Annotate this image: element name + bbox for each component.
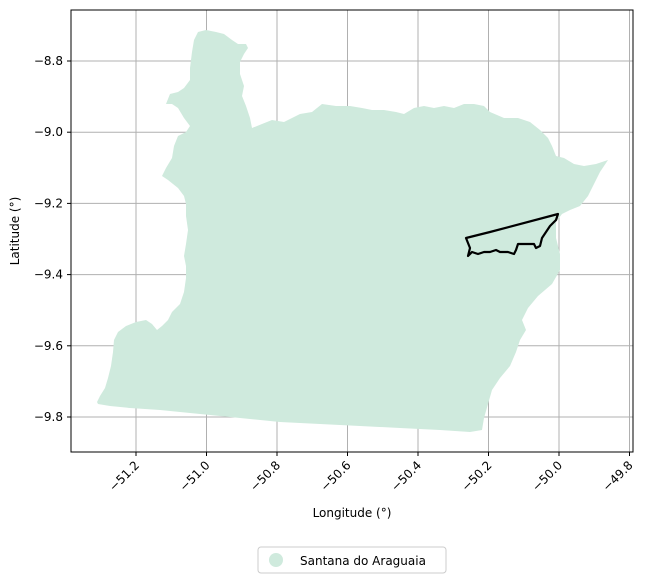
y-tick-label: −9.8 [34,410,63,424]
highlighted-boundary-outline [464,212,560,258]
x-tick-label: −50.8 [247,458,283,494]
x-tick-label: −51.0 [177,458,213,494]
legend: Santana do Araguaia [257,546,447,574]
legend-marker [269,553,283,567]
y-tick-label: −9.0 [34,125,63,139]
legend-label: Santana do Araguaia [300,554,426,568]
x-tick-label: −49.8 [600,458,636,494]
y-axis-ticks: −8.8 −9.0 −9.2 −9.4 −9.6 −9.8 [34,54,71,424]
axes-frame [70,9,634,453]
santana-do-araguaia-region [97,30,608,432]
y-axis-label: Latitude (°) [8,197,22,266]
y-tick-label: −8.8 [34,54,63,68]
x-tick-label: −50.0 [529,458,565,494]
x-tick-label: −50.4 [388,458,424,494]
y-tick-label: −9.6 [34,339,63,353]
x-axis-ticks: −51.2 −51.0 −50.8 −50.6 −50.4 −50.2 −50.0 −49.8 [106,452,636,494]
legend-box [257,546,447,574]
x-tick-label: −50.2 [459,458,495,494]
x-tick-label: −51.2 [106,458,142,494]
x-tick-label: −50.6 [318,458,354,494]
x-axis-label: Longitude (°) [313,506,392,520]
y-tick-label: −9.4 [34,268,63,282]
y-tick-label: −9.2 [34,196,63,210]
